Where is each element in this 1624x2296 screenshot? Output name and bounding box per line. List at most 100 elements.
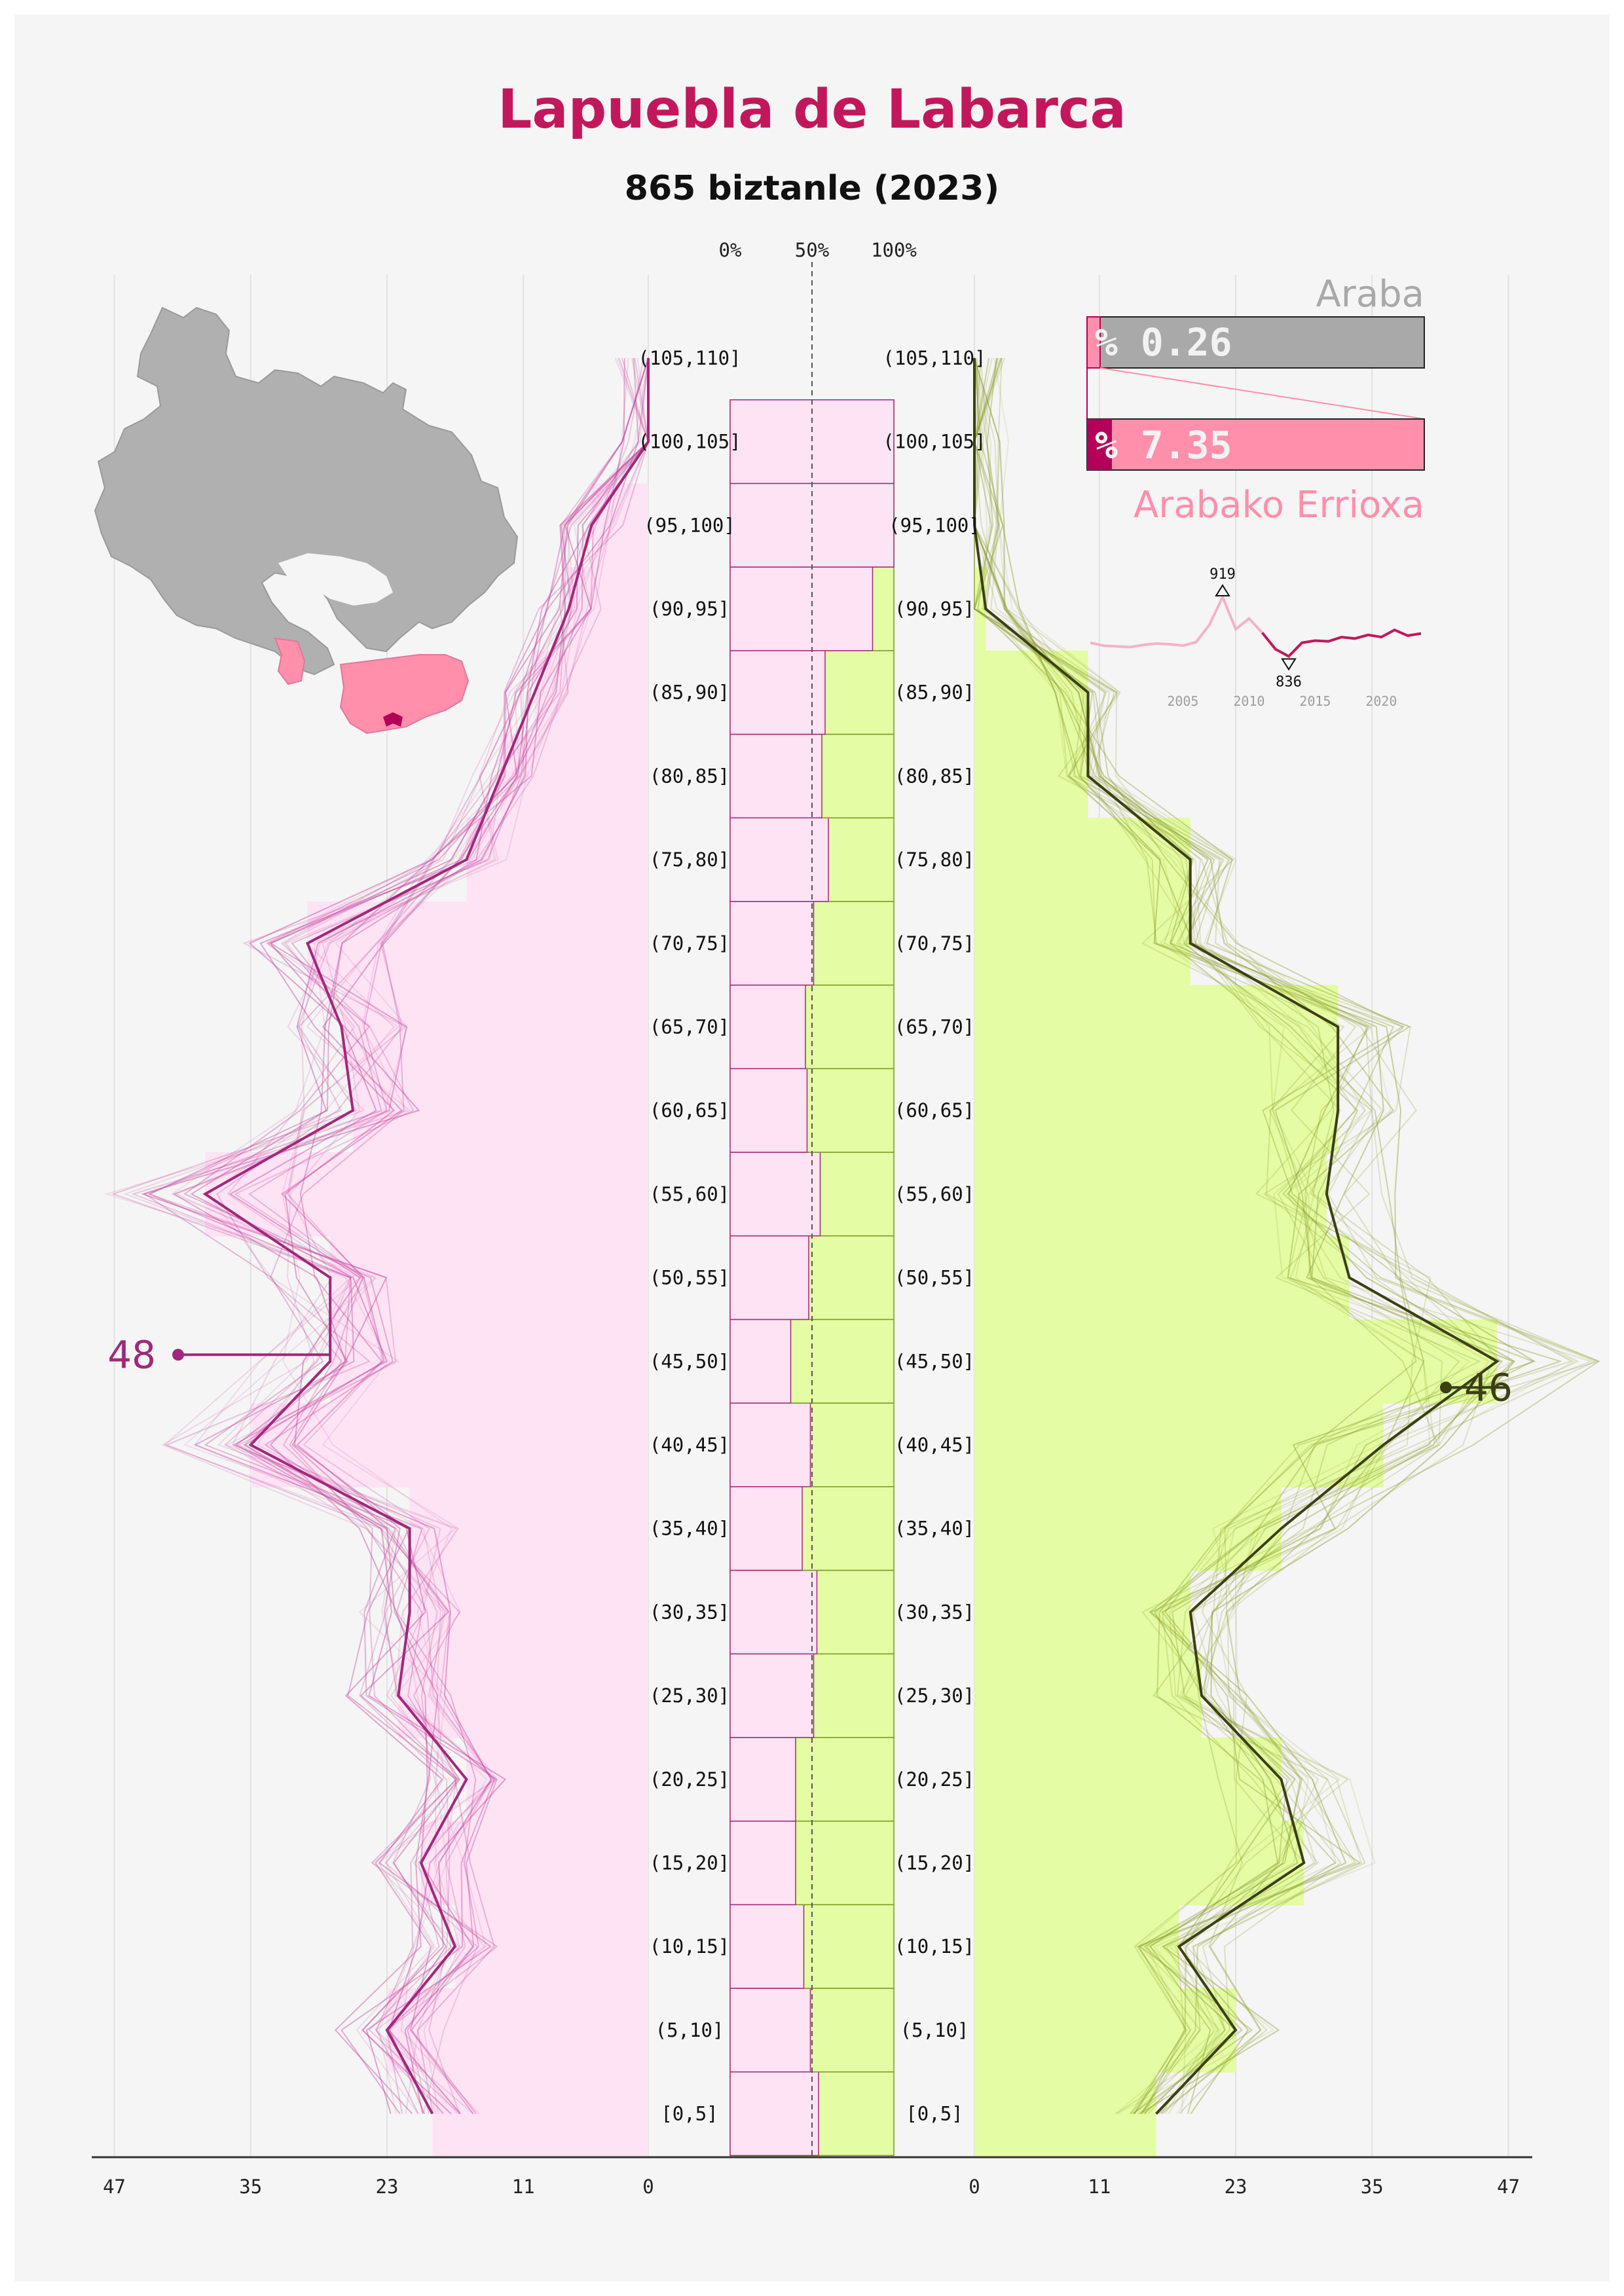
percent-tick-label: 100% <box>871 239 917 261</box>
female-bar <box>500 734 648 819</box>
age-label-left: (75,80] <box>650 848 729 871</box>
female-bar <box>466 1737 648 1822</box>
female-x-tick-label: 0 <box>642 2176 654 2198</box>
female-history-line <box>148 357 649 2115</box>
female-bar <box>432 2071 648 2157</box>
female-share-bar <box>729 1152 821 1237</box>
age-label-left: (15,20] <box>650 1851 729 1874</box>
female-history-line <box>123 357 649 2115</box>
male-bar <box>974 650 1088 735</box>
age-label-left: (25,30] <box>650 1685 729 1707</box>
female-history-line <box>172 357 649 2115</box>
male-bar <box>974 1988 1236 2073</box>
province-shape <box>94 306 519 676</box>
male-bar <box>974 818 1190 902</box>
female-history-line <box>206 357 649 2115</box>
male-x-tick-label: 0 <box>969 2176 980 2198</box>
region-west-shape <box>274 637 306 685</box>
age-label-right: (75,80] <box>895 848 974 871</box>
percent-tick-label: 0% <box>719 239 742 261</box>
female-share-bar <box>729 1820 796 1906</box>
region-share-fill <box>1087 419 1112 470</box>
female-history-line <box>265 357 650 2114</box>
female-share-bar <box>729 650 826 735</box>
female-history-line <box>224 357 644 2114</box>
male-bar <box>974 985 1338 1070</box>
age-label-right: (30,35] <box>895 1601 974 1623</box>
male-highlight-dot <box>1440 1381 1452 1394</box>
female-share-bar <box>729 1068 808 1153</box>
male-history-line <box>974 357 1493 2115</box>
male-bar <box>974 1486 1282 1571</box>
female-bar <box>330 1235 648 1321</box>
male-history-line <box>973 357 1574 2115</box>
province-share-bar <box>1086 316 1425 369</box>
province-share-fill <box>1086 316 1101 369</box>
female-bar <box>386 1988 648 2073</box>
age-label-left: (20,25] <box>650 1768 729 1791</box>
age-label-right: (35,40] <box>895 1518 974 1540</box>
male-history-line <box>973 357 1431 2115</box>
age-label-left: (85,90] <box>650 682 729 704</box>
region-share-label: % 7.35 <box>1095 423 1232 467</box>
age-label-right: (65,70] <box>895 1015 974 1038</box>
male-highlight-value: 46 <box>1464 1365 1513 1410</box>
female-bar <box>205 1152 649 1237</box>
page-subtitle: 865 biztanle (2023) <box>624 169 1000 208</box>
province-name: Araba <box>1316 273 1424 316</box>
age-label-right: [0,5] <box>906 2103 963 2125</box>
population-share-boxes: Araba % 0.26 % 7.35 Arabako Errioxa <box>1086 273 1425 526</box>
female-share-bar <box>729 1569 818 1654</box>
age-label-right: (15,20] <box>895 1851 974 1874</box>
male-bar <box>974 734 1088 819</box>
female-bar <box>341 985 648 1070</box>
female-highlight-dot <box>172 1349 184 1361</box>
male-x-tick-label: 35 <box>1361 2176 1384 2198</box>
female-highlight-value: 48 <box>107 1332 156 1377</box>
male-history-line <box>974 357 1535 2115</box>
age-label-right: (40,45] <box>895 1434 974 1456</box>
age-label-left: (50,55] <box>650 1267 729 1289</box>
female-history-line <box>130 357 649 2115</box>
male-bar <box>974 1904 1179 1989</box>
male-history-line <box>981 357 1471 2115</box>
location-map <box>94 306 519 735</box>
age-label-right: (90,95] <box>895 598 974 620</box>
male-history-line <box>974 357 1443 2115</box>
female-share-bar <box>729 1904 805 1989</box>
population-sparkline: 919 836 2005 2010 2015 2020 <box>1090 566 1422 709</box>
female-x-tick-label: 11 <box>512 2176 535 2198</box>
female-share-bar <box>729 1653 815 1738</box>
female-bar <box>330 1319 648 1404</box>
male-bar <box>974 1821 1304 1906</box>
female-share-bar <box>729 483 895 568</box>
female-history-line <box>143 357 649 2115</box>
female-history-line <box>269 357 649 2115</box>
female-share-bar <box>729 2071 819 2157</box>
female-history-line <box>296 357 625 2115</box>
female-share-bar <box>729 733 822 818</box>
male-history-line <box>974 357 1516 2115</box>
female-history-line <box>231 357 649 2114</box>
age-label-left: (80,85] <box>650 765 729 787</box>
female-share-bar <box>729 1235 809 1321</box>
male-history-line <box>973 357 1601 2115</box>
region-east-shape <box>339 654 470 735</box>
female-share-bar <box>729 566 874 651</box>
female-x-tick-label: 23 <box>375 2176 398 2198</box>
sparkline-recent <box>1261 628 1422 658</box>
female-bar <box>534 650 648 735</box>
female-history-line <box>164 357 650 2115</box>
age-label-left: (30,35] <box>650 1601 729 1623</box>
female-history-line <box>131 357 649 2115</box>
female-history-line <box>259 357 649 2114</box>
female-history-line <box>141 357 649 2115</box>
male-history-line <box>974 357 1579 2115</box>
male-current-line <box>973 357 1500 2115</box>
female-history-line <box>170 357 650 2114</box>
sparkline-year-tick: 2005 <box>1167 693 1198 709</box>
male-history-line <box>974 357 1490 2115</box>
female-share-bar <box>729 1988 811 2073</box>
female-current-line <box>202 357 650 2115</box>
